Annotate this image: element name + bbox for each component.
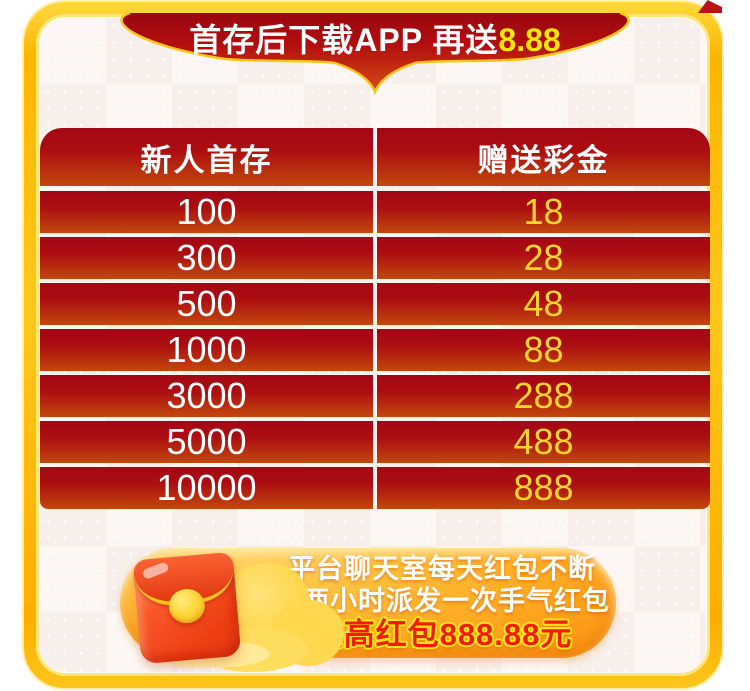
- deposit-value: 3000: [40, 375, 373, 417]
- bonus-value: 888: [377, 467, 710, 509]
- deposit-value: 1000: [40, 329, 373, 371]
- bonus-value: 488: [377, 421, 710, 463]
- top-ribbon-banner: [120, 11, 630, 96]
- promo-text-block: 平台聊天室每天红包不断 每两小时派发一次手气红包 最高红包888.88元: [270, 548, 614, 658]
- bonus-value: 288: [377, 375, 710, 417]
- promo-highlight-line: 最高红包888.88元: [311, 617, 573, 652]
- table-row: 3000 288: [40, 375, 710, 417]
- promo-line-1: 平台聊天室每天红包不断: [288, 554, 596, 584]
- bonus-value: 28: [377, 237, 710, 279]
- table-header-row: 新人首存 赠送彩金: [40, 128, 710, 186]
- table-row: 10000 888: [40, 467, 710, 509]
- table-row: 500 48: [40, 283, 710, 325]
- deposit-value: 500: [40, 283, 373, 325]
- deposit-value: 5000: [40, 421, 373, 463]
- bonus-value: 48: [377, 283, 710, 325]
- table-row: 1000 88: [40, 329, 710, 371]
- deposit-bonus-table: 新人首存 赠送彩金 100 18 300 28 500 48 1000 88 3…: [40, 128, 710, 509]
- header-bonus: 赠送彩金: [377, 128, 710, 186]
- deposit-value: 10000: [40, 467, 373, 509]
- deposit-value: 300: [40, 237, 373, 279]
- ribbon-gold-edge: [120, 11, 630, 96]
- top-banner-text: 首存后下载APP 再送8.88: [130, 22, 620, 58]
- table-row: 300 28: [40, 237, 710, 279]
- header-deposit: 新人首存: [40, 128, 373, 186]
- deposit-value: 100: [40, 191, 373, 233]
- table-row: 5000 488: [40, 421, 710, 463]
- ribbon-shape: [121, 13, 629, 92]
- top-banner-main-text: 首存后下载APP 再送: [189, 22, 499, 58]
- bonus-value: 88: [377, 329, 710, 371]
- bonus-value: 18: [377, 191, 710, 233]
- red-envelope-icon: [132, 551, 242, 665]
- top-banner-highlight: 8.88: [498, 22, 561, 58]
- table-row: 100 18: [40, 191, 710, 233]
